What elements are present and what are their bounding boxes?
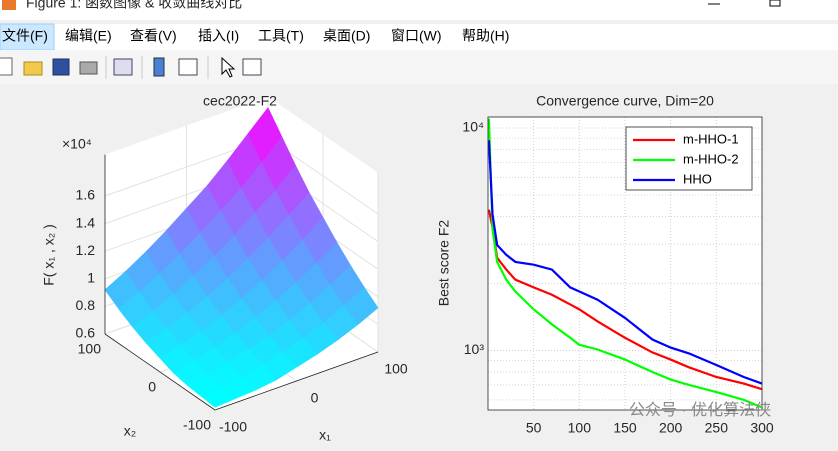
menu-item[interactable]: 帮助(H): [462, 28, 509, 44]
x-tick-label: 250: [705, 420, 729, 436]
y-tick-label: 10⁴: [462, 119, 484, 135]
z-tick-label: 1: [87, 270, 95, 286]
y-tick-label: 0: [148, 379, 156, 395]
z-scale: ×10⁴: [62, 136, 92, 152]
x-tick-label: 200: [659, 420, 683, 436]
menu-item[interactable]: 编辑(E): [65, 28, 112, 44]
x-tick-label: 300: [750, 420, 774, 436]
z-label: F( x₁ , x₂ ): [41, 224, 57, 285]
x-tick-label: 100: [568, 420, 592, 436]
save-icon[interactable]: [52, 58, 70, 76]
series-line: [487, 209, 763, 391]
menu-item[interactable]: 查看(V): [130, 28, 177, 44]
menu-item[interactable]: 文件(F): [2, 28, 48, 44]
maximize-button[interactable]: [769, 0, 781, 7]
legend-icon[interactable]: [178, 58, 198, 76]
legend-label: m-HHO-2: [683, 151, 739, 166]
z-tick-label: 1.2: [76, 242, 96, 258]
chart-title: Convergence curve, Dim=20: [536, 93, 714, 109]
menu-bar: [0, 24, 838, 50]
property-icon[interactable]: [242, 58, 262, 76]
surface-chart: 0.6 0.8 1 1.2 1.4 1.6 -100 0 100 -100 0 100 cec2022-…: [41, 93, 408, 443]
print-icon[interactable]: [79, 61, 98, 75]
toolbar: [0, 50, 838, 84]
x-tick-label: 0: [311, 390, 319, 406]
x-tick-label: -100: [219, 419, 247, 435]
z-tick-label: 1.4: [76, 214, 96, 230]
axes-box: [487, 116, 763, 411]
watermark: 公众号 · 优化算法侠: [629, 400, 771, 419]
menu-item[interactable]: 桌面(D): [323, 28, 370, 44]
surface-patch: [200, 387, 236, 408]
z-tick-label: 0.8: [76, 297, 96, 313]
x-tick-label: 100: [384, 361, 408, 377]
menu-item[interactable]: 工具(T): [258, 28, 304, 44]
menu-item[interactable]: 插入(I): [198, 28, 239, 44]
z-tick-label: 1.6: [76, 187, 96, 203]
series-line: [487, 140, 763, 385]
chart-title: cec2022-F2: [203, 93, 277, 109]
x-label: x₁: [319, 427, 331, 443]
menu: 文件(F) 编辑(E) 查看(V) 插入(I) 工具(T) 桌面(D) 窗口(W) 帮助(H): [2, 28, 509, 44]
x-axis: [214, 351, 379, 411]
x-tick-label: 150: [613, 420, 637, 436]
y-axis: [104, 333, 216, 411]
app-icon: [2, 0, 16, 10]
y-tick-label: 100: [78, 341, 102, 357]
y-tick-label: 10³: [464, 341, 485, 357]
pointer-icon[interactable]: [221, 56, 236, 78]
legend-label: HHO: [683, 171, 712, 186]
window-title: Figure 1: 函数图像 & 收敛曲线对比: [26, 0, 242, 11]
series-line: [487, 118, 763, 409]
new-icon[interactable]: [0, 57, 13, 76]
title-bar: [0, 0, 838, 20]
legend-label: m-HHO-1: [683, 131, 739, 146]
colorbar-icon[interactable]: [153, 57, 165, 77]
y-label: x₂: [124, 423, 136, 439]
open-icon[interactable]: [23, 61, 43, 76]
y-label: Best score F2: [436, 220, 452, 307]
y-tick-label: -100: [183, 417, 211, 433]
convergence-chart: 10³ 10⁴ 50 100 150 200 250 300 Convergence curve…: [436, 93, 774, 436]
menu-item[interactable]: 窗口(W): [391, 28, 442, 44]
menu-highlight: [0, 23, 55, 51]
z-tick-label: 0.6: [76, 325, 96, 341]
link-icon[interactable]: [113, 58, 133, 76]
x-tick-label: 50: [526, 420, 542, 436]
toolbar-icons: [0, 56, 262, 79]
